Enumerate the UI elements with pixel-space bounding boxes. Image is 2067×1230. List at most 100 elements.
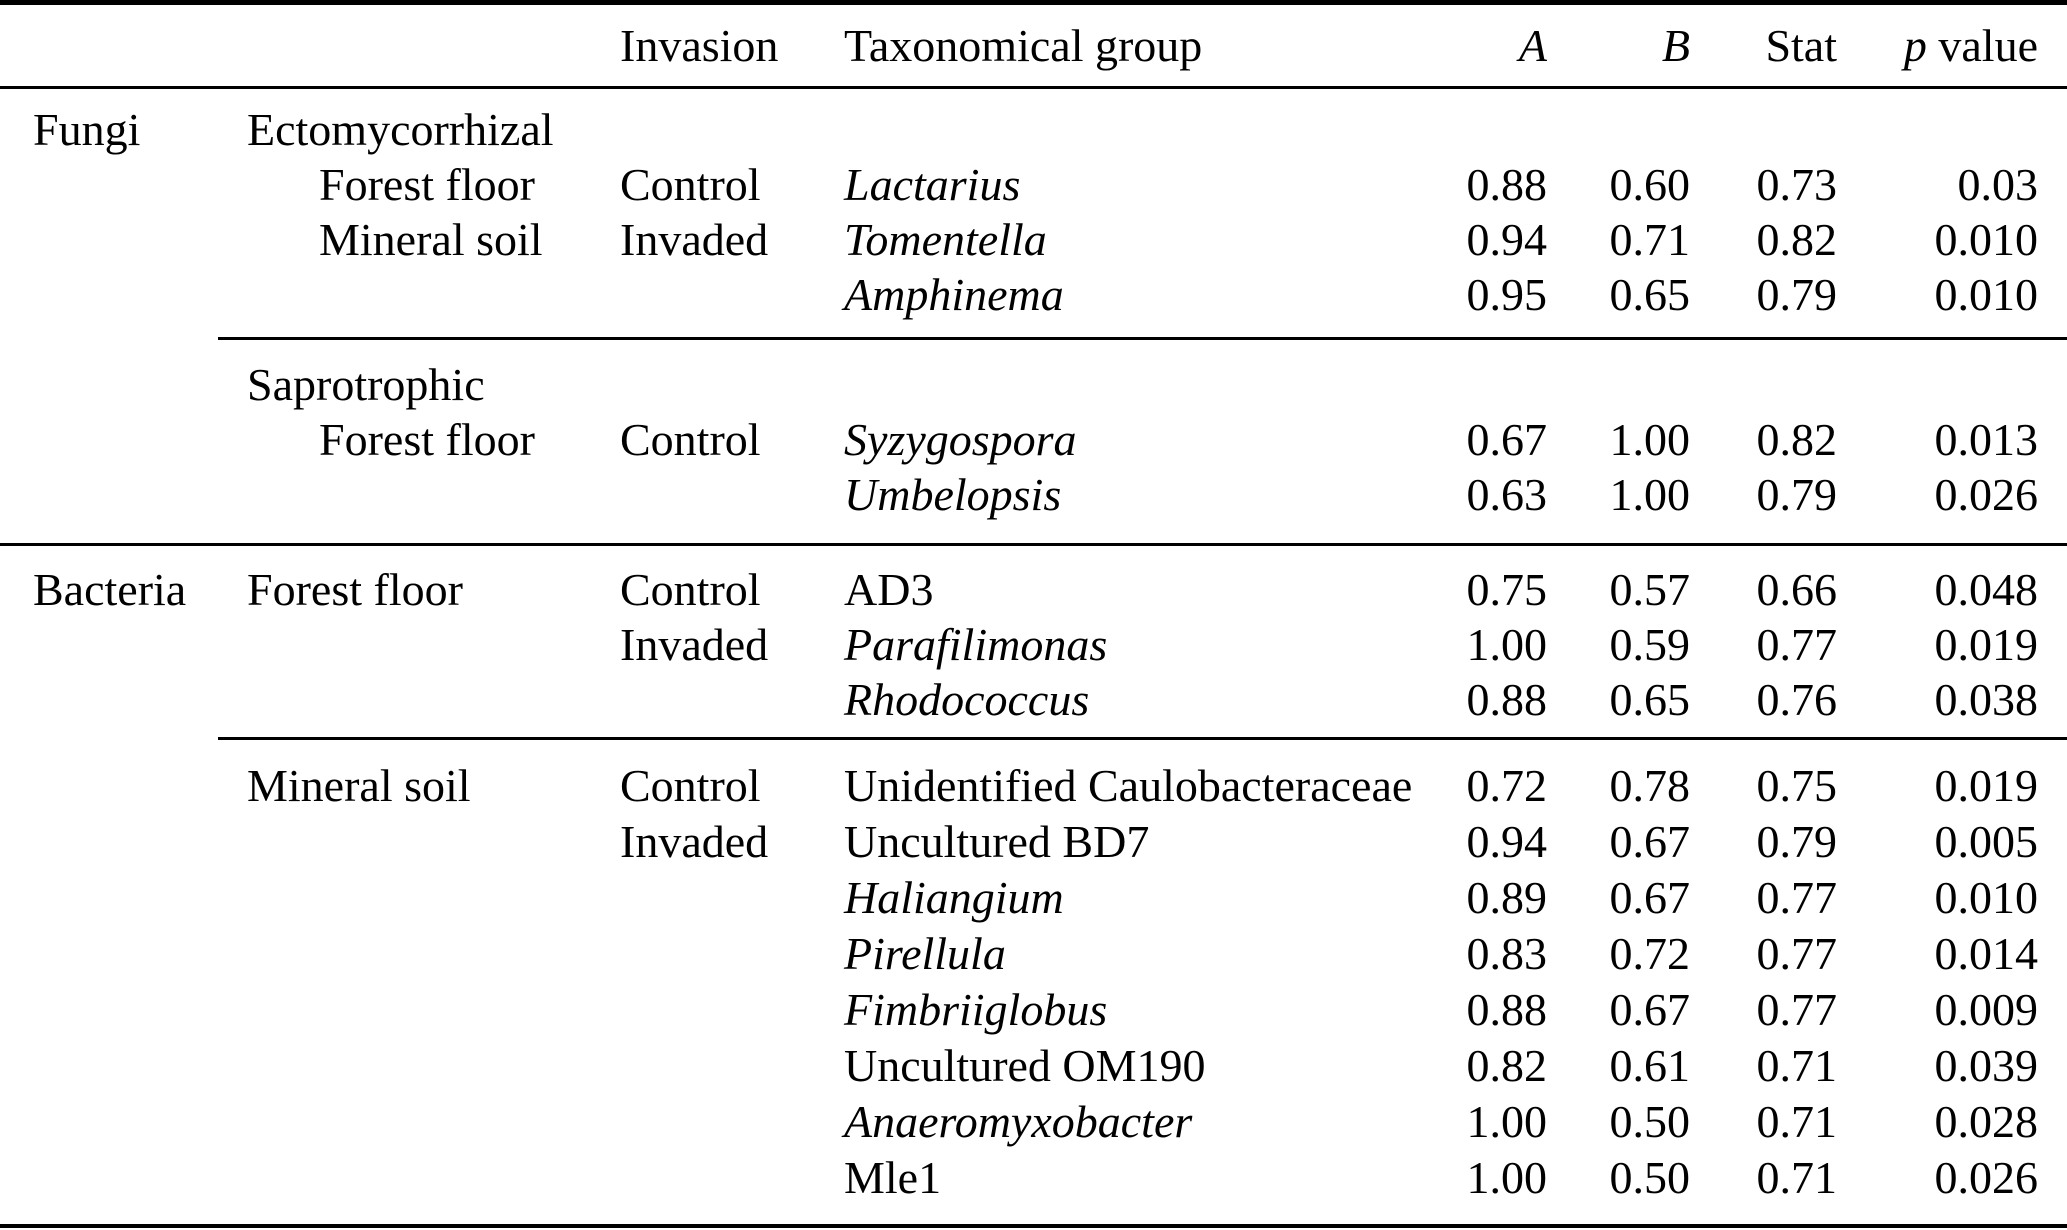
cell-group: Saprotrophic [247,359,485,410]
cell-stat: 0.77 [1756,927,1838,979]
cell-invasion: Control [620,564,761,615]
cell-stat: 0.79 [1756,269,1838,320]
section-bacteria-forest-floor: Bacteria Forest floor Control AD3 0.75 0… [0,546,2067,727]
cell-stat: 0.76 [1756,674,1838,725]
cell-b: 0.59 [1609,619,1691,670]
cell-b: 0.65 [1609,269,1691,320]
cell-invasion: Invaded [620,815,769,867]
cell-b: 0.57 [1609,564,1691,615]
cell-b: 0.65 [1609,674,1691,725]
cell-invasion: Invaded [620,214,769,265]
header-stat: Stat [1765,20,1837,71]
cell-a: 0.94 [1466,214,1548,265]
cell-group: Ectomycorrhizal [247,104,554,155]
table-row: Invaded Parafilimonas 1.00 0.59 0.77 0.0… [0,617,2067,672]
cell-p: 0.010 [1934,214,2039,265]
cell-p: 0.009 [1934,983,2039,1035]
table-row: Forest floor Control Lactarius 0.88 0.60… [0,157,2067,212]
cell-b: 0.67 [1609,871,1691,923]
cell-p: 0.039 [1934,1039,2039,1091]
cell-a: 0.75 [1466,564,1548,615]
cell-p: 0.048 [1934,564,2039,615]
header-a: A [1518,20,1547,71]
header-taxonomical-group: Taxonomical group [844,20,1203,71]
cell-habitat: Forest floor [319,159,535,210]
cell-b: 0.60 [1609,159,1691,210]
cell-stat: 0.66 [1756,564,1838,615]
cell-stat: 0.71 [1756,1039,1838,1091]
header-p-italic: p [1903,20,1927,71]
cell-b: 0.50 [1609,1151,1691,1203]
cell-a: 0.63 [1466,469,1548,520]
cell-b: 0.50 [1609,1095,1691,1147]
cell-invasion: Invaded [620,619,769,670]
table-row: Saprotrophic [0,357,2067,412]
cell-a: 1.00 [1466,1095,1548,1147]
table-row: Fungi Ectomycorrhizal [0,102,2067,157]
cell-stat: 0.75 [1756,759,1838,811]
cell-p: 0.026 [1934,1151,2039,1203]
table-row: Uncultured OM190 0.82 0.61 0.71 0.039 [0,1037,2067,1093]
cell-stat: 0.71 [1756,1151,1838,1203]
cell-taxon: Uncultured OM190 [844,1039,1206,1091]
table-row: Mle1 1.00 0.50 0.71 0.026 [0,1149,2067,1205]
cell-p: 0.019 [1934,759,2039,811]
cell-taxon: Anaeromyxobacter [844,1095,1193,1147]
cell-taxon: Fimbriiglobus [844,983,1108,1035]
cell-p: 0.019 [1934,619,2039,670]
header-invasion: Invasion [620,20,779,71]
cell-taxon: Syzygospora [844,414,1077,465]
cell-p: 0.010 [1934,871,2039,923]
cell-invasion: Control [620,759,761,811]
cell-stat: 0.73 [1756,159,1838,210]
table-row: Rhodococcus 0.88 0.65 0.76 0.038 [0,672,2067,727]
table-row: Forest floor Control Syzygospora 0.67 1.… [0,412,2067,467]
cell-a: 0.94 [1466,815,1548,867]
table-row: Mineral soil Control Unidentified Caulob… [0,757,2067,813]
cell-taxon: Amphinema [844,269,1064,320]
section-bacteria-mineral-soil: Mineral soil Control Unidentified Caulob… [0,740,2067,1205]
cell-a: 0.88 [1466,159,1548,210]
cell-invasion: Control [620,414,761,465]
cell-p: 0.03 [1957,159,2039,210]
cell-habitat: Forest floor [319,414,535,465]
cell-b: 0.67 [1609,815,1691,867]
cell-stat: 0.82 [1756,414,1838,465]
cell-stat: 0.79 [1756,815,1838,867]
table-header-row: Invasion Taxonomical group A B Stat p va… [0,5,2067,89]
kingdom-divider-rule [0,543,2067,546]
cell-stat: 0.77 [1756,983,1838,1035]
cell-b: 0.61 [1609,1039,1691,1091]
table-bottom-rule [0,1224,2067,1228]
cell-taxon: AD3 [844,564,934,615]
section-fungi-saprotrophic: Saprotrophic Forest floor Control Syzygo… [0,340,2067,522]
header-p-value-rest: value [1926,20,2038,71]
table-row: Umbelopsis 0.63 1.00 0.79 0.026 [0,467,2067,522]
cell-b: 0.78 [1609,759,1691,811]
cell-p: 0.026 [1934,469,2039,520]
cell-p: 0.005 [1934,815,2039,867]
table-row: Pirellula 0.83 0.72 0.77 0.014 [0,925,2067,981]
cell-taxon: Umbelopsis [844,469,1062,520]
table-row: Amphinema 0.95 0.65 0.79 0.010 [0,267,2067,322]
cell-p: 0.038 [1934,674,2039,725]
cell-a: 1.00 [1466,1151,1548,1203]
cell-a: 0.88 [1466,674,1548,725]
header-p-value: p value [1837,19,2038,72]
cell-a: 0.67 [1466,414,1548,465]
cell-invasion: Control [620,159,761,210]
table-row: Mineral soil Invaded Tomentella 0.94 0.7… [0,212,2067,267]
table-row: Bacteria Forest floor Control AD3 0.75 0… [0,562,2067,617]
cell-a: 0.83 [1466,927,1548,979]
cell-p: 0.014 [1934,927,2039,979]
cell-stat: 0.82 [1756,214,1838,265]
cell-taxon: Unidentified Caulobacteraceae [844,759,1413,811]
cell-b: 0.67 [1609,983,1691,1035]
table-top-rule [0,0,2067,5]
table-row: Haliangium 0.89 0.67 0.77 0.010 [0,869,2067,925]
cell-stat: 0.77 [1756,871,1838,923]
cell-kingdom: Bacteria [33,564,187,615]
cell-taxon: Haliangium [844,871,1064,923]
cell-taxon: Pirellula [844,927,1006,979]
